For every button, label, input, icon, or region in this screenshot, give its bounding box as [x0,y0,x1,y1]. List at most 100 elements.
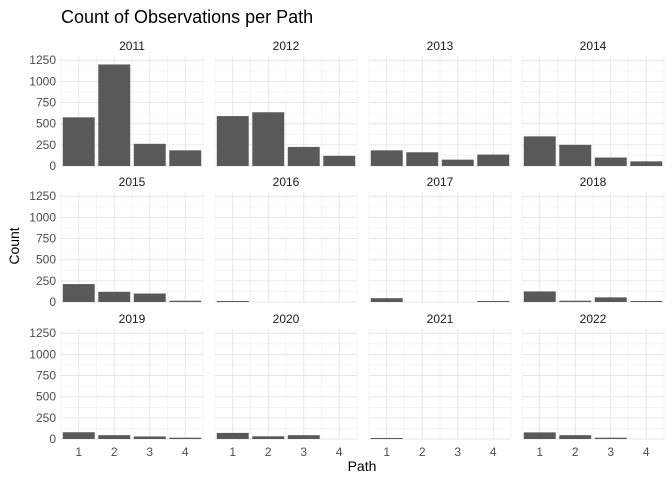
bar [133,143,166,166]
y-axis-title: Count [6,227,22,264]
facet-panel: 2011 0 250 500 750 1000 1250 [29,39,204,173]
facet-panel: 2016 [214,175,358,303]
bar [169,150,202,166]
bar [477,300,510,302]
x-tick-label: 2 [419,445,426,459]
bar [523,136,556,166]
facet-label: 2021 [427,312,454,326]
bar [370,298,403,302]
bar [594,297,627,302]
facet-panel: 2018 [521,175,665,303]
x-tick-label: 2 [265,445,272,459]
bar [559,300,592,302]
chart-title: Count of Observations per Path [61,7,313,27]
bar [252,112,285,166]
y-tick-label: 1000 [29,74,56,88]
y-tick-label: 500 [36,390,56,404]
facet-label: 2012 [273,39,300,53]
bar [477,154,510,166]
facet-label: 2011 [119,39,145,53]
facet-panel: 2013 [368,39,512,167]
facet-label: 2018 [580,175,607,189]
x-tick-label: 3 [146,445,153,459]
bar [559,435,592,439]
facet-panel: 2020 1 2 3 4 [214,312,358,459]
y-tick-label: 0 [49,159,56,173]
facet-panel: 2012 [214,39,358,167]
facet-panel: 2021 1 2 3 4 [368,312,512,459]
x-tick-label: 4 [643,445,650,459]
bar [216,432,249,439]
bar [62,284,95,302]
x-tick-label: 3 [607,445,614,459]
y-tick-label: 1000 [29,210,56,224]
bar [62,117,95,166]
bar [133,436,166,439]
x-tick-label: 3 [454,445,461,459]
bar [98,64,131,166]
facet-label: 2020 [273,312,300,326]
bar [594,157,627,166]
bar [523,432,556,439]
bar [287,146,320,166]
bar [630,300,663,302]
bar [98,435,131,439]
x-tick-label: 4 [182,445,189,459]
bar [406,152,439,166]
bar [323,155,356,166]
y-tick-label: 1250 [29,53,56,67]
x-axis-title: Path [348,458,377,474]
y-tick-label: 0 [49,432,56,446]
y-tick-label: 500 [36,117,56,131]
facet-panel: 2022 1 2 3 4 [521,312,665,459]
bar [287,435,320,439]
y-tick-label: 0 [49,295,56,309]
bar [169,300,202,302]
bar [441,159,474,166]
facet-panel: 2019 0 250 500 750 1000 1250 1 2 3 4 [29,312,204,459]
bar [370,437,403,439]
facet-panel: 2017 [368,175,512,303]
x-tick-label: 4 [490,445,497,459]
bar [216,116,249,166]
x-tick-label: 1 [536,445,543,459]
y-tick-label: 250 [36,274,56,288]
facet-panel: 2015 0 250 500 750 1000 1250 [29,175,204,309]
x-tick-label: 4 [336,445,343,459]
y-tick-label: 750 [36,369,56,383]
bar [559,144,592,166]
y-tick-label: 1250 [29,189,56,203]
x-tick-label: 2 [111,445,118,459]
y-tick-label: 1250 [29,326,56,340]
bar [370,150,403,166]
x-tick-label: 3 [300,445,307,459]
y-tick-label: 250 [36,138,56,152]
bar [216,300,249,302]
facet-label: 2022 [580,312,607,326]
bar [133,293,166,302]
y-tick-label: 750 [36,232,56,246]
y-tick-label: 250 [36,411,56,425]
facet-label: 2014 [580,39,607,53]
facet-label: 2016 [273,175,300,189]
x-tick-label: 1 [75,445,82,459]
bar [98,291,131,302]
facet-label: 2013 [427,39,454,53]
y-tick-label: 500 [36,253,56,267]
bar [62,432,95,439]
facet-panel: 2014 [521,39,665,167]
bar [169,437,202,439]
y-tick-label: 750 [36,96,56,110]
facet-label: 2015 [119,175,146,189]
bar [594,437,627,439]
x-tick-label: 1 [383,445,390,459]
bar [252,436,285,439]
facet-label: 2017 [427,175,454,189]
x-tick-label: 2 [572,445,579,459]
y-tick-label: 1000 [29,347,56,361]
bar [630,161,663,166]
bar [523,291,556,302]
x-tick-label: 1 [229,445,236,459]
